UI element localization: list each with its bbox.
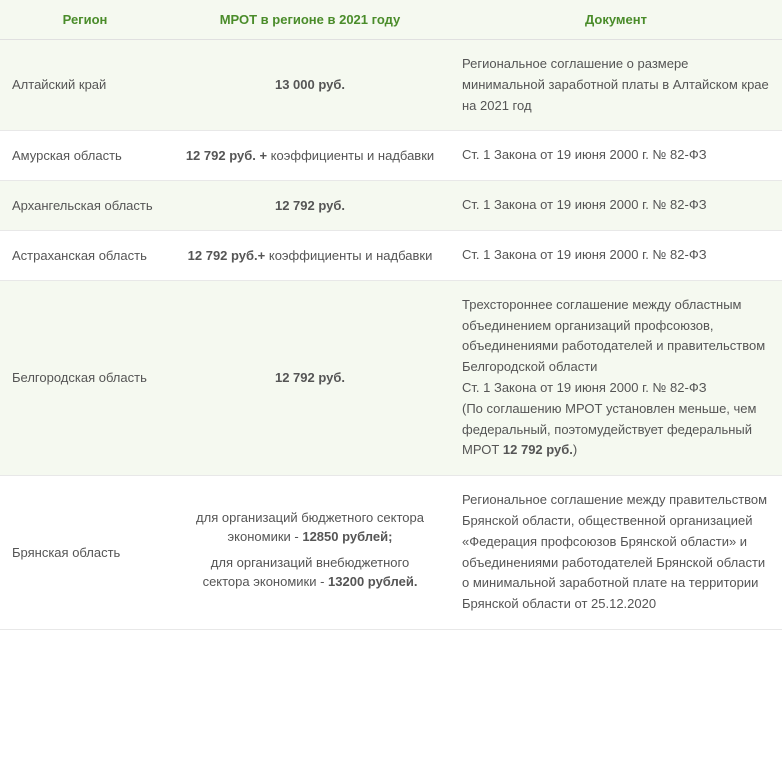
doc-cell: Ст. 1 Закона от 19 июня 2000 г. № 82-ФЗ [450,131,782,181]
mrot-cell: 12 792 руб. + коэффициенты и надбавки [170,131,450,181]
mrot-value: 12 792 руб. + [186,148,271,163]
doc-cell: Региональное соглашение о размере минима… [450,40,782,131]
col-mrot: МРОТ в регионе в 2021 году [170,0,450,40]
mrot-line: для организаций бюджетного сектора эконо… [188,508,432,547]
region-cell: Белгородская область [0,280,170,475]
region-cell: Архангельская область [0,181,170,231]
table-row: Брянская область для организаций бюджетн… [0,476,782,630]
mrot-value: 12 792 руб.+ [188,248,269,263]
mrot-value: 12 792 руб. [275,198,345,213]
doc-cell: Региональное соглашение между правительс… [450,476,782,630]
table-row: Алтайский край 13 000 руб. Региональное … [0,40,782,131]
table-row: Астраханская область 12 792 руб.+ коэффи… [0,230,782,280]
header-row: Регион МРОТ в регионе в 2021 году Докуме… [0,0,782,40]
mrot-cell: для организаций бюджетного сектора эконо… [170,476,450,630]
mrot-line: для организаций внебюджетного сектора эк… [188,553,432,592]
mrot-value: 12 792 руб. [275,370,345,385]
mrot-table: Регион МРОТ в регионе в 2021 году Докуме… [0,0,782,630]
doc-cell: Трехстороннее соглашение между областным… [450,280,782,475]
table-row: Амурская область 12 792 руб. + коэффицие… [0,131,782,181]
mrot-note: коэффициенты и надбавки [269,248,432,263]
mrot-value: 13 000 руб. [275,77,345,92]
table-row: Белгородская область 12 792 руб. Трехсто… [0,280,782,475]
region-cell: Брянская область [0,476,170,630]
doc-cell: Ст. 1 Закона от 19 июня 2000 г. № 82-ФЗ [450,181,782,231]
doc-text: Трехстороннее соглашение между областным… [462,295,770,378]
doc-text: Ст. 1 Закона от 19 июня 2000 г. № 82-ФЗ [462,378,770,399]
mrot-cell: 12 792 руб. [170,181,450,231]
region-cell: Амурская область [0,131,170,181]
doc-cell: Ст. 1 Закона от 19 июня 2000 г. № 82-ФЗ [450,230,782,280]
doc-text: (По соглашению МРОТ установлен меньше, ч… [462,399,770,461]
mrot-note: коэффициенты и надбавки [271,148,434,163]
col-region: Регион [0,0,170,40]
mrot-cell: 12 792 руб.+ коэффициенты и надбавки [170,230,450,280]
region-cell: Астраханская область [0,230,170,280]
mrot-cell: 13 000 руб. [170,40,450,131]
col-doc: Документ [450,0,782,40]
region-cell: Алтайский край [0,40,170,131]
mrot-cell: 12 792 руб. [170,280,450,475]
table-row: Архангельская область 12 792 руб. Ст. 1 … [0,181,782,231]
